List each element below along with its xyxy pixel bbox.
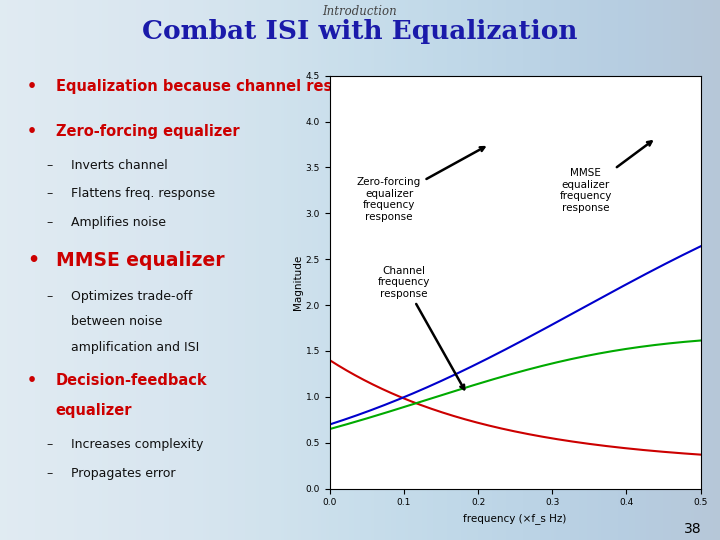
Text: –: – — [46, 290, 53, 303]
Text: between noise: between noise — [71, 315, 163, 328]
Text: Decision-feedback: Decision-feedback — [55, 373, 207, 388]
Text: equalizer: equalizer — [55, 403, 132, 417]
Text: –: – — [46, 216, 53, 229]
Text: MMSE equalizer: MMSE equalizer — [55, 251, 224, 270]
Y-axis label: Magnitude: Magnitude — [293, 254, 303, 310]
Text: Amplifies noise: Amplifies noise — [71, 216, 166, 229]
Text: •: • — [27, 251, 39, 270]
Text: –: – — [46, 187, 53, 200]
Text: –: – — [46, 438, 53, 451]
Text: Inverts channel: Inverts channel — [71, 159, 168, 172]
Text: Equalization because channel response is not flat: Equalization because channel response is… — [55, 79, 467, 93]
Text: Increases complexity: Increases complexity — [71, 438, 204, 451]
Text: –: – — [46, 467, 53, 480]
Text: •: • — [27, 373, 37, 388]
Text: amplification and ISI: amplification and ISI — [71, 341, 199, 354]
Text: Combat ISI with Equalization: Combat ISI with Equalization — [143, 18, 577, 44]
Text: Optimizes trade-off: Optimizes trade-off — [71, 290, 193, 303]
Text: MMSE
equalizer
frequency
response: MMSE equalizer frequency response — [559, 141, 652, 213]
Text: Introduction: Introduction — [323, 5, 397, 18]
Text: •: • — [27, 79, 37, 93]
Text: Flattens freq. response: Flattens freq. response — [71, 187, 215, 200]
Text: Zero-forcing equalizer: Zero-forcing equalizer — [55, 125, 239, 139]
Text: –: – — [46, 159, 53, 172]
X-axis label: frequency (×f_s Hz): frequency (×f_s Hz) — [464, 513, 567, 524]
Text: Zero-forcing
equalizer
frequency
response: Zero-forcing equalizer frequency respons… — [357, 147, 485, 222]
Text: Propagates error: Propagates error — [71, 467, 176, 480]
Text: •: • — [27, 125, 37, 139]
Text: Channel
frequency
response: Channel frequency response — [378, 266, 464, 389]
Text: 38: 38 — [685, 522, 702, 536]
